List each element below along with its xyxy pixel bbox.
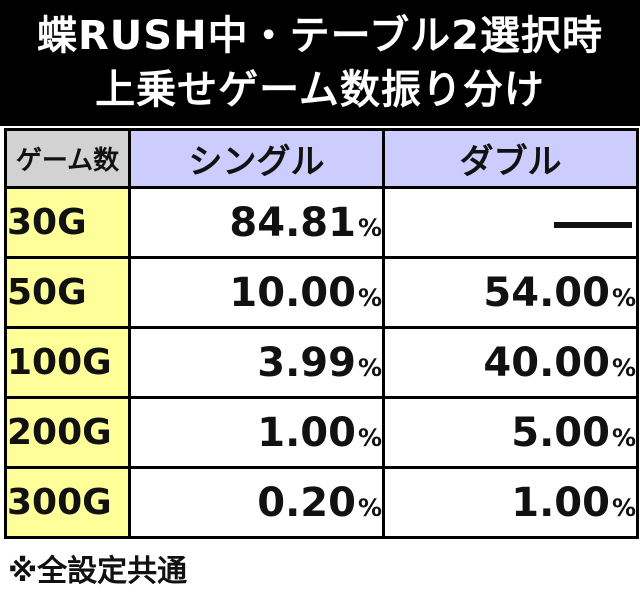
double-value-cell: 1.00% — [382, 466, 639, 539]
percent-sign: % — [611, 283, 636, 312]
double-value-cell: 40.00% — [382, 326, 639, 399]
table-row: 30G 84.81% — — [4, 186, 639, 259]
row-label: 30G — [4, 186, 131, 259]
single-value-cell: 0.20% — [128, 466, 385, 539]
footnote: ※全設定共通 — [8, 554, 188, 589]
percent-sign: % — [357, 493, 382, 522]
table-row: 100G 3.99% 40.00% — [4, 326, 639, 399]
single-value-cell: 84.81% — [128, 186, 385, 259]
row-label: 100G — [4, 326, 131, 399]
percent-sign: % — [611, 423, 636, 452]
row-label: 300G — [4, 466, 131, 539]
header-double: ダブル — [382, 128, 639, 189]
single-value-cell: 10.00% — [128, 256, 385, 329]
title-line-1: 蝶RUSH中・テーブル2選択時 — [37, 13, 603, 59]
percent-sign: % — [357, 213, 382, 242]
double-value-cell: 54.00% — [382, 256, 639, 329]
double-value: 5.00 — [511, 409, 610, 456]
double-value-cell: 5.00% — [382, 396, 639, 469]
percent-sign: % — [357, 353, 382, 382]
double-value-cell: — — [382, 186, 639, 259]
table-row: 300G 0.20% 1.00% — [4, 466, 639, 539]
double-value: 54.00 — [483, 269, 610, 316]
percent-sign: % — [357, 283, 382, 312]
single-value-cell: 3.99% — [128, 326, 385, 399]
single-value: 1.00 — [257, 409, 356, 456]
percent-sign: % — [611, 493, 636, 522]
single-value: 3.99 — [257, 339, 356, 386]
none-dash — [554, 221, 632, 228]
single-value: 10.00 — [229, 269, 356, 316]
single-value-cell: 1.00% — [128, 396, 385, 469]
double-value: 1.00 — [511, 479, 610, 526]
table-row: 200G 1.00% 5.00% — [4, 396, 639, 469]
single-value: 0.20 — [257, 479, 356, 526]
title-banner: 蝶RUSH中・テーブル2選択時 上乗せゲーム数振り分け — [0, 0, 640, 126]
distribution-table: ゲーム数 シングル ダブル 30G 84.81% — 50G 10.00% 54… — [4, 128, 639, 539]
double-value: 40.00 — [483, 339, 610, 386]
percent-sign: % — [611, 353, 636, 382]
row-label: 50G — [4, 256, 131, 329]
row-label: 200G — [4, 396, 131, 469]
header-game-count: ゲーム数 — [4, 128, 131, 189]
table-header-row: ゲーム数 シングル ダブル — [4, 128, 639, 189]
title-line-2: 上乗せゲーム数振り分け — [95, 67, 545, 113]
single-value: 84.81 — [229, 199, 356, 246]
percent-sign: % — [357, 423, 382, 452]
header-single: シングル — [128, 128, 385, 189]
table-row: 50G 10.00% 54.00% — [4, 256, 639, 329]
